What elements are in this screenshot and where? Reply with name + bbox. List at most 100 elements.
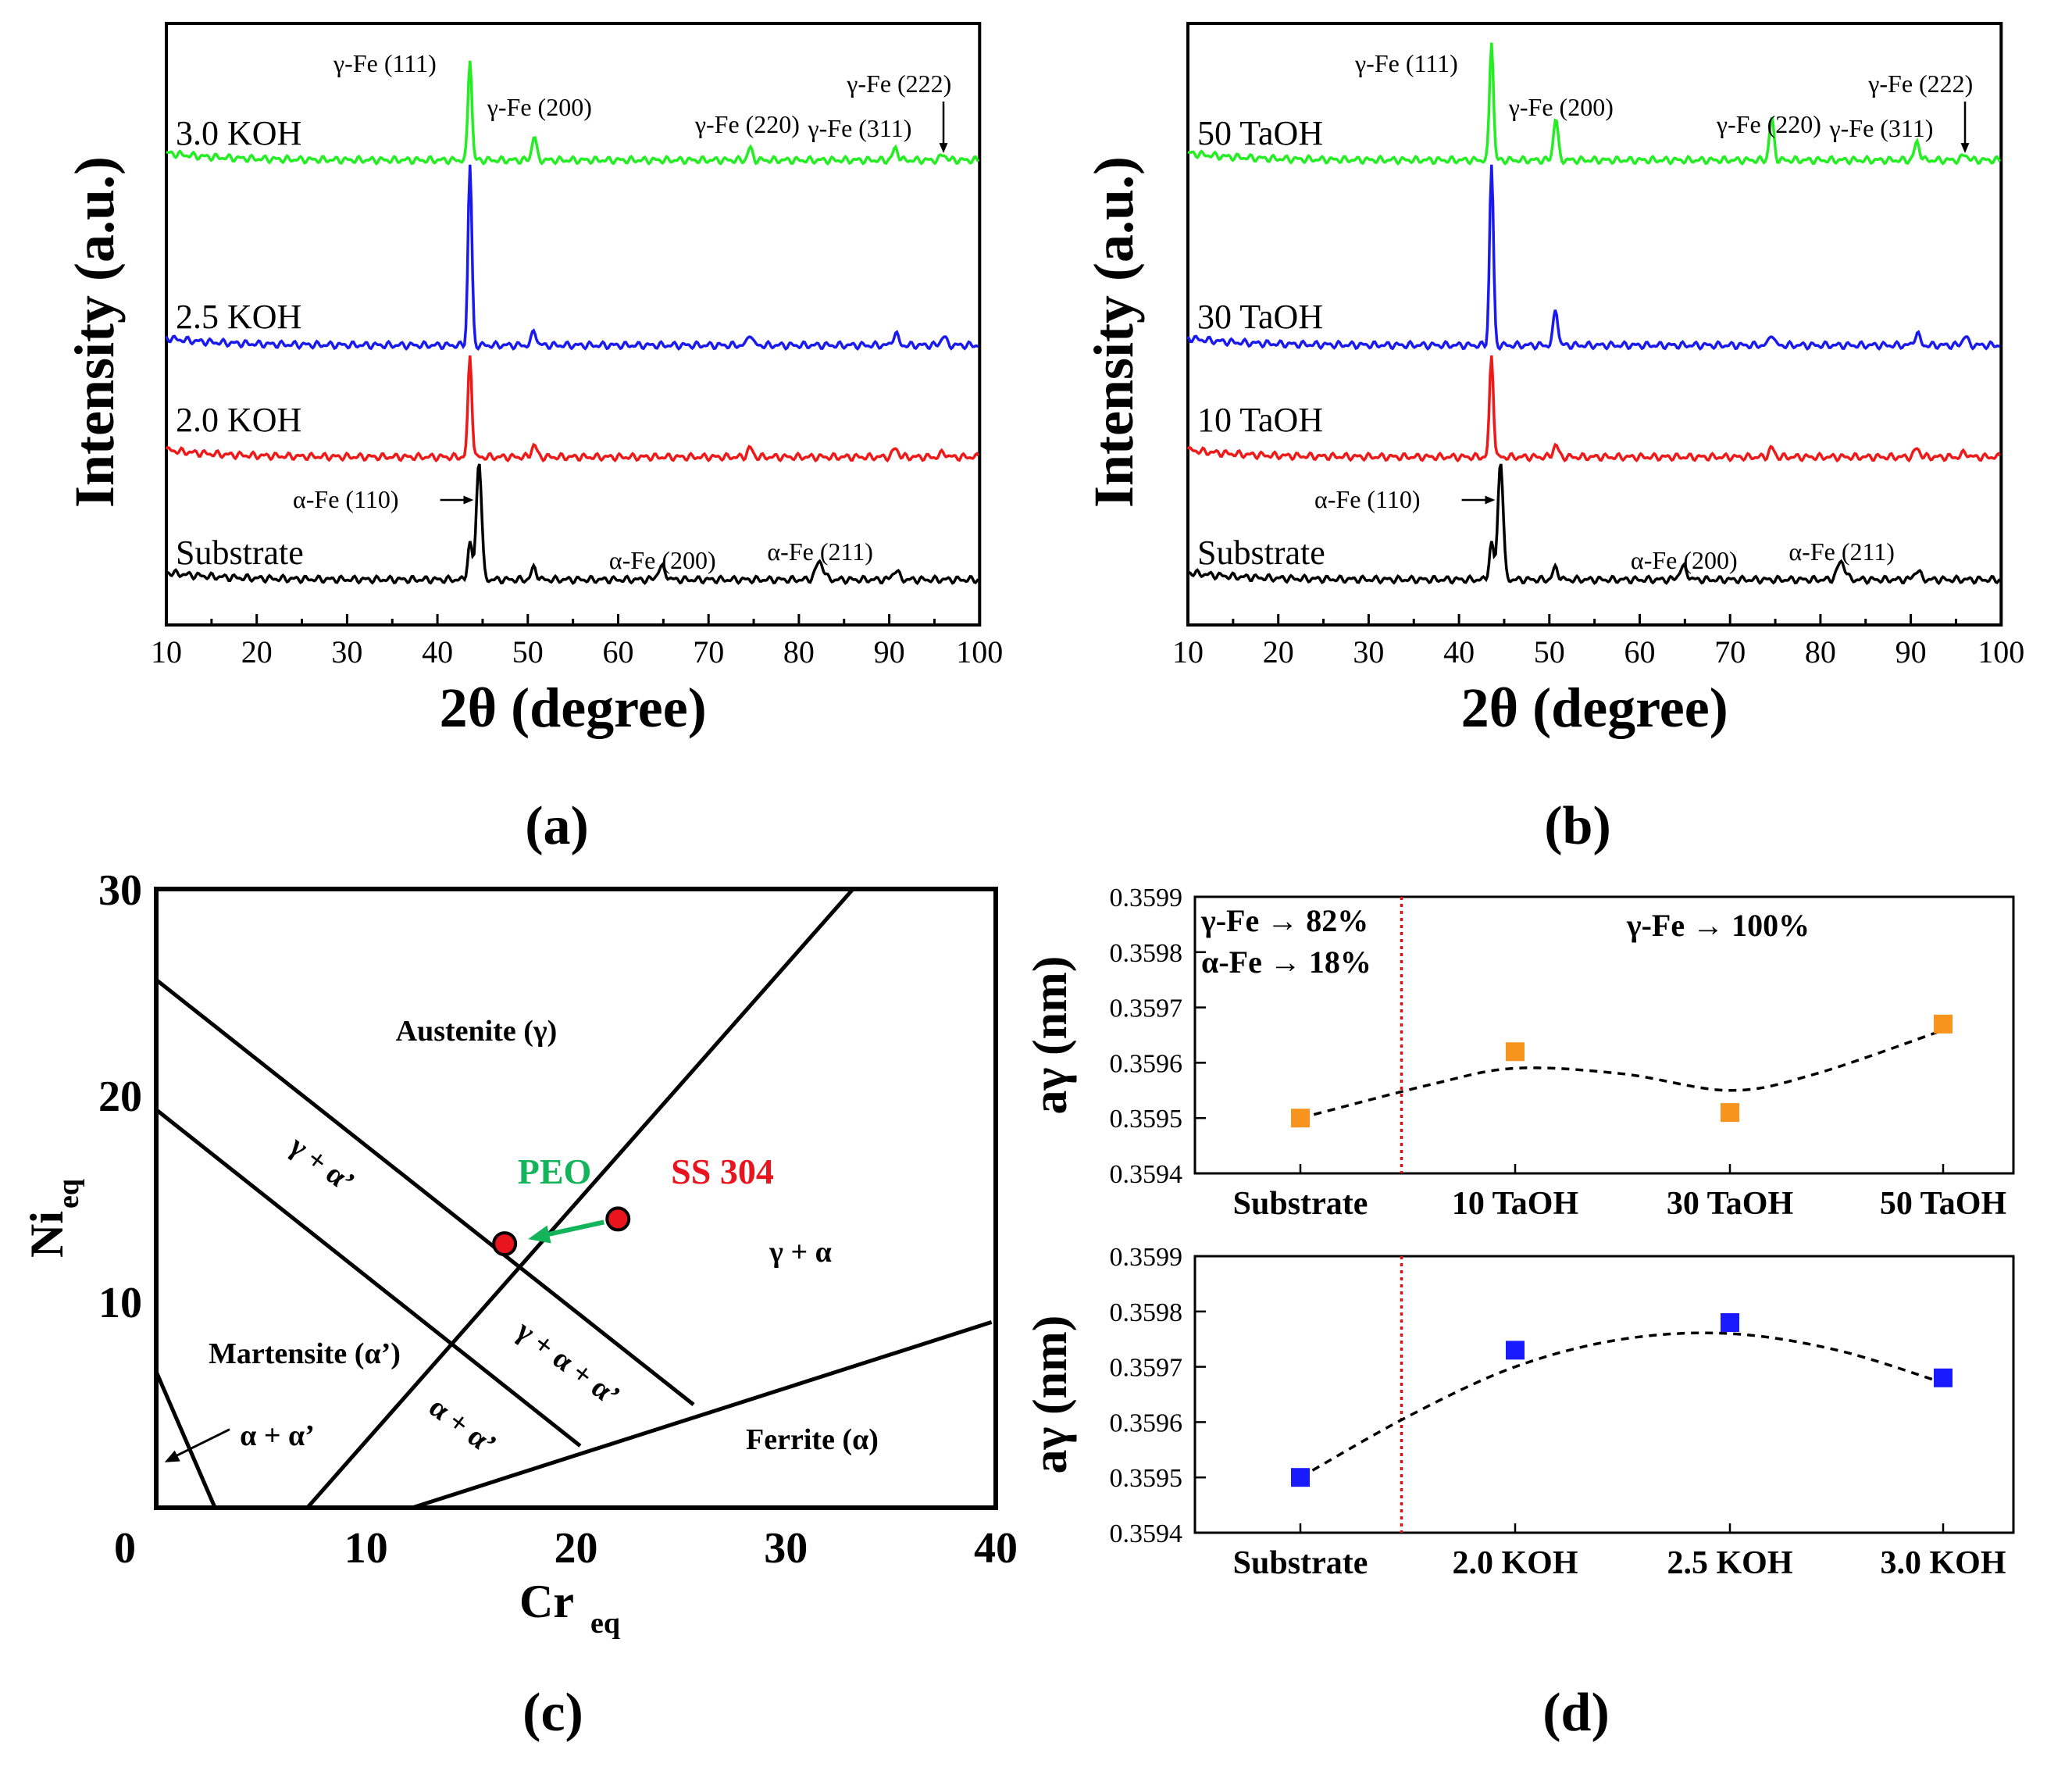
series-label: 10 TaOH — [1197, 401, 1323, 439]
peak-label: γ-Fe (311) — [1828, 114, 1933, 142]
data-point — [1934, 1368, 1953, 1387]
x-tick-label: 60 — [1624, 634, 1656, 669]
peak-label: γ-Fe (111) — [333, 49, 437, 77]
region-label: Martensite (α’) — [209, 1337, 401, 1370]
series-label: Substrate — [1197, 534, 1325, 572]
x-axis-title: 2θ (degree) — [1461, 677, 1728, 739]
data-point — [1291, 1468, 1310, 1487]
peak-label: γ-Fe (200) — [487, 93, 592, 121]
peo-point — [492, 1231, 518, 1257]
x-tick-label: 40 — [974, 1524, 1018, 1573]
y-tick-label: 0.3595 — [1110, 1464, 1183, 1493]
xrd-series-line — [166, 463, 979, 586]
panel-label-b: (b) — [1544, 796, 1611, 856]
peak-label: α-Fe (200) — [1631, 546, 1738, 574]
y-axis-title: Intensity (a.u.) — [1082, 156, 1145, 508]
series-label: 3.0 KOH — [176, 114, 301, 152]
phase-boundary — [155, 1108, 582, 1448]
x-axis-title: 2θ (degree) — [440, 677, 707, 739]
y-tick-label: 0.3597 — [1110, 994, 1183, 1023]
data-point — [1721, 1103, 1739, 1123]
series-label: 2.5 KOH — [176, 298, 301, 336]
y-tick-label: 30 — [98, 866, 142, 915]
peo-arrowhead — [528, 1225, 551, 1244]
x-tick-label: 20 — [555, 1524, 598, 1573]
region-label: α + α’ — [240, 1419, 315, 1452]
y-tick-label: 0.3597 — [1110, 1354, 1183, 1383]
x-tick-label: 70 — [693, 634, 724, 669]
xrd-series-line — [1187, 42, 2002, 166]
x-tick-label: 10 — [344, 1524, 388, 1573]
region-label: Austenite (γ) — [396, 1015, 558, 1048]
peak-arrowhead — [1960, 143, 1970, 153]
peak-label: γ-Fe (222) — [846, 70, 951, 98]
y-tick-label: 0.3596 — [1110, 1049, 1183, 1078]
y-tick-label: 10 — [98, 1279, 142, 1327]
category-label: 30 TaOH — [1667, 1186, 1793, 1222]
category-label: Substrate — [1233, 1186, 1368, 1222]
peo-label: PEO — [518, 1152, 592, 1191]
peak-label: γ-Fe (220) — [1716, 110, 1821, 138]
x-tick-label: 40 — [1443, 634, 1475, 669]
phase-annotation: γ-Fe → 100% — [1626, 908, 1810, 943]
lattice-frame — [1193, 895, 2015, 1175]
phase-annotation: γ-Fe → 82% — [1200, 903, 1368, 938]
peak-arrowhead — [1485, 495, 1496, 505]
y-axis-title: aγ (nm) — [1024, 956, 1077, 1115]
phase-boundary — [154, 1370, 217, 1509]
x-tick-label: 90 — [874, 634, 905, 669]
x-tick-label: 30 — [764, 1524, 808, 1573]
y-axis-title: aγ (nm) — [1024, 1316, 1077, 1474]
region-label: γ + α + α’ — [509, 1314, 626, 1413]
peak-label: α-Fe (200) — [609, 546, 716, 574]
x-tick-label: 30 — [331, 634, 362, 669]
x-axis-title-sub: eq — [590, 1607, 620, 1640]
peak-label: γ-Fe (220) — [694, 110, 800, 138]
category-label: Substrate — [1233, 1545, 1368, 1581]
data-point — [1506, 1341, 1525, 1360]
x-tick-label: 100 — [1977, 634, 2024, 669]
x-tick-label: 20 — [1263, 634, 1294, 669]
series-label: Substrate — [176, 534, 304, 572]
trend-curve — [1300, 1331, 1945, 1479]
x-tick-label: 10 — [1172, 634, 1204, 669]
peak-arrowhead — [939, 143, 948, 153]
y-axis-title-sub: eq — [52, 1179, 85, 1209]
series-label: 50 TaOH — [1197, 114, 1323, 152]
region-label: α + α’ — [423, 1391, 502, 1462]
y-axis-title: Intensity (a.u.) — [63, 156, 126, 508]
category-label: 3.0 KOH — [1880, 1545, 2006, 1581]
ss304-label: SS 304 — [671, 1152, 774, 1191]
x-tick-label: 30 — [1353, 634, 1384, 669]
x-tick-label: 20 — [241, 634, 273, 669]
region-label: Ferrite (α) — [746, 1423, 879, 1456]
y-axis-title-group: aγ (nm) — [1024, 1316, 1077, 1474]
y-tick-label: 0.3599 — [1110, 1243, 1183, 1272]
x-tick-label: 80 — [1805, 634, 1836, 669]
series-label: 2.0 KOH — [176, 401, 301, 439]
x-tick-label: 0 — [114, 1524, 136, 1573]
y-tick-label: 0.3598 — [1110, 1298, 1183, 1327]
data-point — [1291, 1109, 1310, 1128]
y-axis-title-group: aγ (nm) — [1024, 956, 1077, 1115]
xrd-series-line — [1187, 463, 2001, 586]
data-point — [1934, 1014, 1953, 1034]
panel-label-a: (a) — [525, 796, 589, 856]
y-tick-label: 0.3598 — [1110, 939, 1183, 968]
xrd-series-line — [1186, 355, 2002, 463]
x-tick-label: 90 — [1895, 634, 1927, 669]
x-tick-label: 50 — [1534, 634, 1565, 669]
x-tick-label: 100 — [956, 634, 1003, 669]
y-tick-label: 0.3596 — [1110, 1409, 1183, 1437]
category-label: 10 TaOH — [1452, 1186, 1578, 1222]
y-tick-label: 0.3595 — [1110, 1105, 1183, 1134]
x-tick-label: 50 — [512, 634, 544, 669]
peak-label: γ-Fe (200) — [1508, 93, 1614, 121]
x-tick-label: 80 — [783, 634, 815, 669]
x-tick-label: 40 — [422, 634, 453, 669]
region-label: γ + α’ — [283, 1129, 361, 1199]
phase-annotation: α-Fe → 18% — [1201, 944, 1371, 980]
peak-label: γ-Fe (311) — [807, 114, 911, 142]
peak-label: α-Fe (110) — [293, 485, 399, 513]
